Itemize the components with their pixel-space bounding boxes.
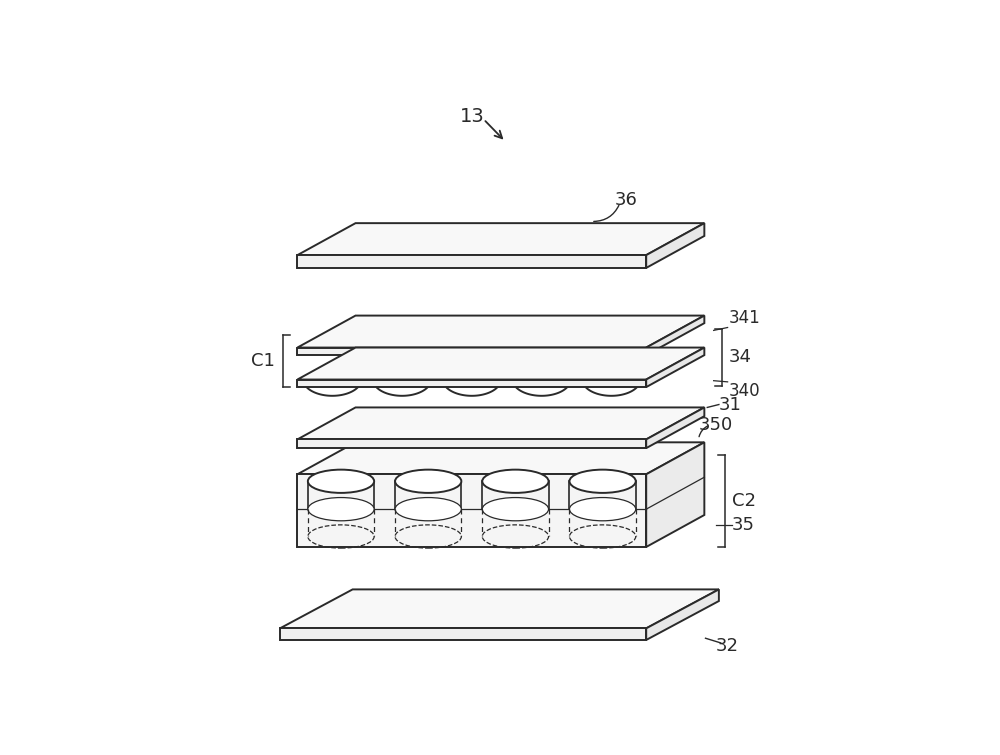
Polygon shape: [297, 255, 646, 268]
Text: 31: 31: [719, 396, 742, 414]
Ellipse shape: [395, 498, 461, 521]
Polygon shape: [297, 408, 704, 439]
Ellipse shape: [482, 470, 549, 493]
Polygon shape: [646, 590, 719, 640]
Text: C1: C1: [251, 352, 274, 370]
Ellipse shape: [395, 470, 461, 493]
Text: 341: 341: [729, 309, 761, 327]
Polygon shape: [646, 408, 704, 448]
Polygon shape: [297, 442, 704, 474]
Polygon shape: [297, 380, 646, 387]
Polygon shape: [646, 442, 704, 547]
Polygon shape: [280, 590, 719, 628]
Polygon shape: [297, 439, 646, 448]
Polygon shape: [280, 628, 646, 640]
Text: 32: 32: [716, 636, 739, 655]
Ellipse shape: [569, 470, 636, 493]
Polygon shape: [646, 316, 704, 355]
Polygon shape: [297, 474, 646, 547]
Ellipse shape: [482, 498, 549, 521]
Text: 35: 35: [732, 516, 755, 534]
Text: 34: 34: [729, 349, 752, 366]
Text: 350: 350: [699, 416, 733, 434]
Text: 13: 13: [459, 107, 484, 126]
Polygon shape: [646, 347, 704, 387]
Text: 340: 340: [729, 383, 760, 400]
Ellipse shape: [308, 498, 374, 521]
Ellipse shape: [308, 470, 374, 493]
Polygon shape: [646, 223, 704, 268]
Polygon shape: [297, 347, 646, 355]
Text: C2: C2: [732, 492, 756, 510]
Text: 36: 36: [614, 191, 637, 209]
Polygon shape: [297, 347, 704, 380]
Polygon shape: [297, 316, 704, 347]
Polygon shape: [297, 223, 704, 255]
Ellipse shape: [569, 498, 636, 521]
